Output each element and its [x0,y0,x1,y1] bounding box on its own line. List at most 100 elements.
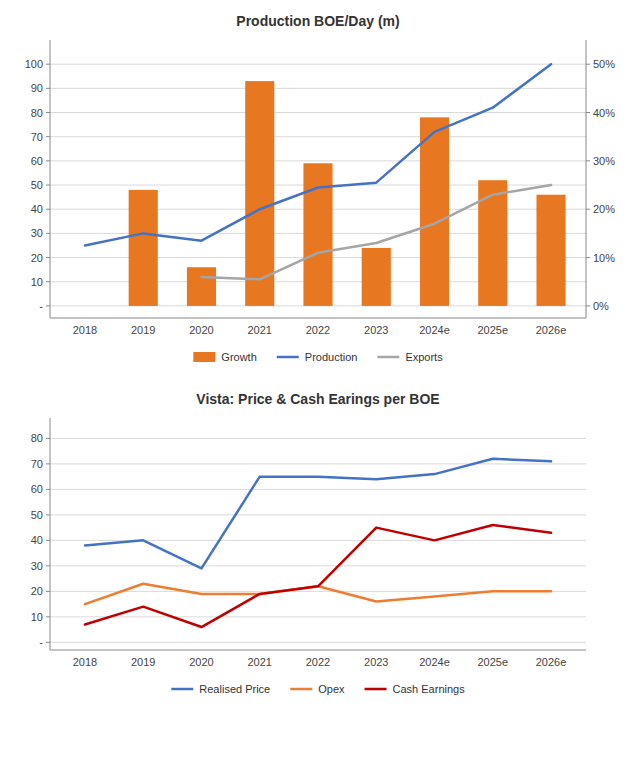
y-tick [46,591,50,592]
legend-item: Opex [290,683,345,695]
x-tick-label: 2021 [247,324,271,336]
bar [129,190,158,306]
y-tick [46,616,50,617]
y2-tick-label: 10% [593,252,615,264]
grid-line [50,489,586,490]
line [201,185,551,279]
y-tick [46,209,50,210]
legend-swatch [377,356,399,359]
y2-tick-label: 20% [593,203,615,215]
y-axis [50,418,51,650]
y-tick-label: 80 [31,432,43,444]
y-tick [46,463,50,464]
x-tick-label: 2026e [536,656,567,668]
x-tick-label: 2023 [364,656,388,668]
grid-line [50,463,586,464]
y-tick [46,136,50,137]
y-tick [46,489,50,490]
legend-swatch [193,352,215,362]
legend-item: Production [277,351,358,363]
y2-tick-label: 50% [593,58,615,70]
legend-swatch [277,356,299,359]
y-tick [46,642,50,643]
y-tick-label: 50 [31,179,43,191]
x-tick-label: 2021 [247,656,271,668]
x-tick-label: 2022 [306,324,330,336]
line [85,525,551,627]
legend-item: Realised Price [171,683,270,695]
x-tick-label: 2020 [189,656,213,668]
x-tick-label: 2024e [419,324,450,336]
y-tick [46,565,50,566]
line [85,459,551,569]
legend-label: Realised Price [199,683,270,695]
x-tick-label: 2018 [73,656,97,668]
y-tick-label: 20 [31,252,43,264]
grid-line [50,88,586,89]
legend-swatch [171,688,193,691]
x-tick-label: 2018 [73,324,97,336]
x-tick-label: 2019 [131,656,155,668]
bar [536,195,565,306]
y-tick-label: 100 [25,58,43,70]
y-tick-label: 40 [31,203,43,215]
x-tick-label: 2024e [419,656,450,668]
y-tick-label: 50 [31,509,43,521]
legend-label: Cash Earnings [393,683,466,695]
y-tick-label: 30 [31,227,43,239]
y-tick-label: - [39,636,43,648]
y-tick-label: 40 [31,534,43,546]
legend-label: Production [305,351,358,363]
x-axis [50,318,586,319]
y2-tick [586,257,590,258]
legend-item: Exports [377,351,443,363]
title: Vista: Price & Cash Earings per BOE [196,391,439,407]
grid-line [50,616,586,617]
y-tick [46,257,50,258]
grid-line [50,565,586,566]
grid-line [50,136,586,137]
grid-line [50,64,586,65]
y-tick [46,540,50,541]
y-tick [46,514,50,515]
plot-area [85,459,551,627]
legend-item: Cash Earnings [365,683,466,695]
y-tick [46,185,50,186]
y-axis [50,40,51,318]
grid-line [50,160,586,161]
y2-tick-label: 30% [593,155,615,167]
y-tick [46,64,50,65]
grid-line [50,514,586,515]
line [85,64,551,245]
y2-tick [586,112,590,113]
y2-tick [586,305,590,306]
x-tick-label: 2022 [306,656,330,668]
y2-tick-label: 0% [593,300,609,312]
y-tick-label: 70 [31,131,43,143]
background [0,0,636,761]
y-tick [46,160,50,161]
x-tick-label: 2020 [189,324,213,336]
y-tick [46,281,50,282]
y2-tick-label: 40% [593,107,615,119]
plot-area [85,64,566,306]
y-tick-label: 20 [31,585,43,597]
y2-axis [586,40,587,318]
y-tick-label: - [39,300,43,312]
legend: Growth Production Exports [193,351,443,363]
y-tick-label: 10 [31,611,43,623]
x-tick-label: 2026e [536,324,567,336]
x-tick-label: 2025e [477,656,508,668]
y-tick [46,305,50,306]
legend-item: Growth [193,351,256,363]
x-tick-label: 2023 [364,324,388,336]
grid-line [50,112,586,113]
bar [245,81,274,306]
y-tick [46,233,50,234]
y-tick-label: 80 [31,107,43,119]
bar [362,248,391,306]
y2-tick [586,160,590,161]
x-tick-label: 2019 [131,324,155,336]
y2-tick [586,209,590,210]
y-tick-label: 60 [31,483,43,495]
